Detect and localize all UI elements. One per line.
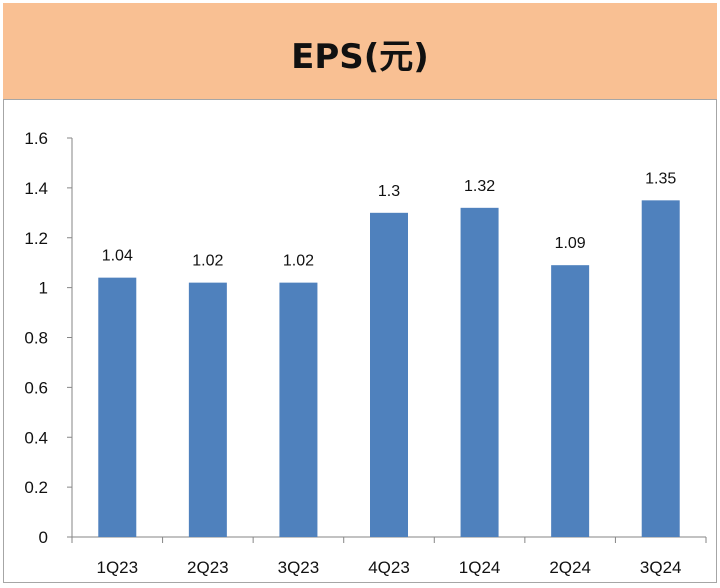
data-label-2Q24: 1.09: [555, 235, 586, 252]
x-tick-label-2Q23: 2Q23: [187, 558, 229, 577]
y-tick-label: 0.2: [24, 478, 48, 497]
x-tick-label-3Q24: 3Q24: [640, 558, 682, 577]
data-label-2Q23: 1.02: [192, 253, 223, 270]
y-tick-label: 1.4: [24, 179, 48, 198]
data-label-4Q23: 1.3: [378, 183, 400, 200]
bar-2Q23: [188, 282, 227, 537]
bar-3Q23: [279, 282, 318, 537]
y-tick-label: 0: [39, 528, 48, 547]
x-tick-label-1Q24: 1Q24: [459, 558, 501, 577]
title-band: EPS(元): [3, 3, 717, 99]
chart-title: EPS(元): [291, 36, 429, 77]
bar-3Q24: [641, 200, 680, 537]
bar-1Q23: [98, 277, 137, 537]
data-label-1Q23: 1.04: [102, 248, 133, 265]
x-tick-label-1Q23: 1Q23: [96, 558, 138, 577]
y-tick-label: 0.8: [24, 329, 48, 348]
data-label-3Q23: 1.02: [283, 253, 314, 270]
y-tick-label: 1.2: [24, 229, 48, 248]
bar-4Q23: [370, 212, 408, 537]
y-tick-label: 0.4: [24, 428, 48, 447]
x-tick-label-2Q24: 2Q24: [549, 558, 591, 577]
bar-2Q24: [551, 265, 590, 537]
x-tick-label-3Q23: 3Q23: [278, 558, 320, 577]
data-label-3Q24: 1.35: [645, 170, 676, 187]
y-tick-label: 0.6: [24, 378, 48, 397]
x-tick-label-4Q23: 4Q23: [368, 558, 410, 577]
y-tick-label: 1: [39, 279, 48, 298]
y-tick-label: 1.6: [24, 129, 48, 148]
data-label-1Q24: 1.32: [464, 178, 495, 195]
bar-1Q24: [460, 207, 499, 537]
